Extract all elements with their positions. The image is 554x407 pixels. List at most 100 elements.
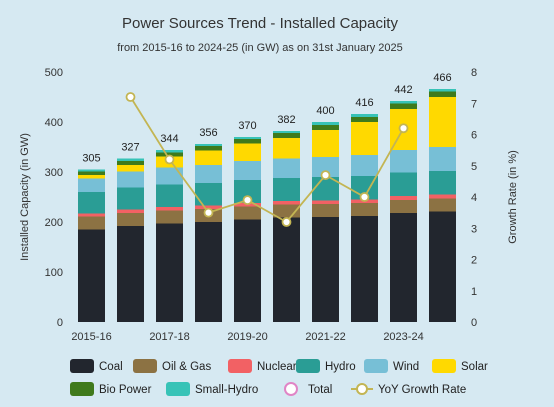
y-axis-label: Installed Capacity (in GW) (19, 133, 31, 261)
bar-segment (351, 122, 378, 155)
legend: Coal Oil & Gas Nuclear Hydro Wind Solar Bio Po… (70, 359, 488, 396)
bar-stack (117, 158, 144, 322)
bar-segment (117, 213, 144, 226)
x-tick-label: 2017-18 (149, 331, 189, 343)
legend-label: Wind (393, 361, 419, 373)
bar-segment (117, 187, 144, 210)
y-tick-label: 200 (45, 217, 63, 229)
bar-segment (351, 155, 378, 176)
bar-segment (273, 138, 300, 159)
bar-segment (117, 158, 144, 161)
legend-item: Solar (432, 359, 488, 373)
bar-stack (195, 144, 222, 322)
y-tick-label: 500 (45, 67, 63, 79)
growth-rate-line (125, 92, 409, 227)
bar-segment (351, 203, 378, 216)
y2-tick-label: 0 (471, 317, 477, 329)
bar-stack (156, 150, 183, 322)
legend-swatch (356, 383, 368, 395)
x-tick-label: 2023-24 (383, 331, 423, 343)
bar-segment (78, 175, 105, 179)
legend-item: Small-Hydro (166, 382, 258, 396)
legend-label: Oil & Gas (162, 361, 211, 373)
total-label: 382 (277, 114, 295, 126)
bar-segment (312, 217, 339, 322)
bar-segment (390, 101, 417, 104)
bar-segment (195, 146, 222, 151)
bar-segment (429, 194, 456, 199)
bar-segment (312, 157, 339, 177)
bar-stack (351, 114, 378, 322)
bar-segment (273, 133, 300, 138)
legend-label: Small-Hydro (195, 384, 258, 396)
bar-segment (390, 150, 417, 173)
bar-segment (390, 196, 417, 200)
bar-stack (234, 137, 261, 322)
total-labels: 305 327 344 356 370 382 400 416 442 466 (82, 72, 451, 165)
growth-point (320, 170, 331, 181)
bar-segment (78, 178, 105, 192)
bar-stack (312, 122, 339, 322)
bar-segment (390, 172, 417, 196)
y2-tick-label: 7 (471, 98, 477, 110)
bar-segment (273, 217, 300, 322)
bar-segment (117, 171, 144, 188)
bar-segment (390, 200, 417, 213)
y2-tick-label: 6 (471, 130, 477, 142)
bar-segment (429, 211, 456, 322)
bar-segment (78, 171, 105, 175)
growth-point (398, 123, 409, 134)
legend-item: Total (284, 382, 332, 396)
legend-item: Wind (364, 359, 419, 373)
bar-segment (195, 150, 222, 165)
bar-segment (78, 192, 105, 214)
y2-tick-label: 2 (471, 255, 477, 267)
total-label: 305 (82, 153, 100, 165)
total-label: 416 (355, 97, 373, 109)
x-tick-label: 2021-22 (305, 331, 345, 343)
x-axis-ticks: 2015-16 2017-18 2019-20 2021-22 2023-24 (71, 331, 423, 343)
bar-stacks (78, 89, 456, 322)
bar-segment (312, 122, 339, 125)
growth-line-path (129, 96, 405, 224)
bar-stack (273, 131, 300, 322)
y2-axis-ticks: 0 1 2 3 4 5 6 7 8 (471, 67, 477, 329)
bar-segment (195, 144, 222, 146)
legend-label: Coal (99, 361, 123, 373)
legend-label: Bio Power (99, 384, 152, 396)
bar-segment (117, 161, 144, 165)
bar-segment (234, 180, 261, 203)
total-label: 356 (199, 127, 217, 139)
legend-swatch (70, 382, 94, 396)
y-tick-label: 300 (45, 167, 63, 179)
bar-stack (390, 101, 417, 322)
bar-segment (117, 209, 144, 213)
legend-label: Nuclear (257, 361, 297, 373)
bar-segment (273, 201, 300, 205)
y2-tick-label: 8 (471, 67, 477, 79)
y-axis-ticks: 0 100 200 300 400 500 (45, 67, 63, 329)
bar-segment (156, 184, 183, 207)
bar-segment (429, 198, 456, 212)
legend-swatch (228, 359, 252, 373)
bar-segment (234, 219, 261, 322)
bar-segment (429, 89, 456, 92)
growth-point (203, 207, 214, 218)
y-tick-label: 0 (57, 317, 63, 329)
legend-swatch (284, 382, 298, 396)
legend-label: Hydro (325, 361, 356, 373)
growth-point (359, 192, 370, 202)
chart-title: Power Sources Trend - Installed Capacity (122, 15, 398, 32)
bar-segment (234, 161, 261, 180)
y2-tick-label: 3 (471, 223, 477, 235)
legend-item: Oil & Gas (133, 359, 211, 373)
legend-swatch (432, 359, 456, 373)
bar-segment (234, 143, 261, 161)
y-tick-label: 400 (45, 117, 63, 129)
bar-segment (156, 167, 183, 185)
bar-segment (78, 229, 105, 322)
bar-segment (78, 216, 105, 230)
legend-swatch (133, 359, 157, 373)
